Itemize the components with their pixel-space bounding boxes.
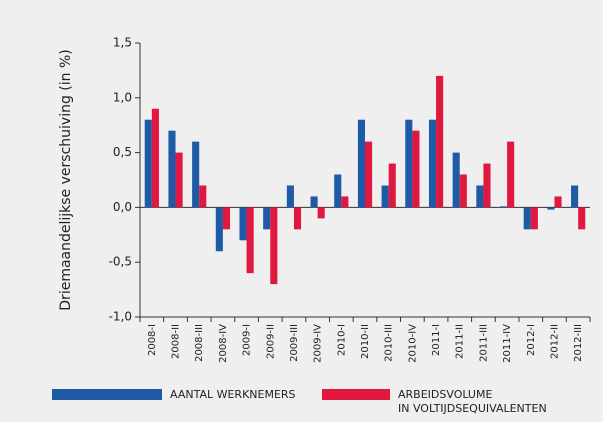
x-tick-label: 2009-III [289, 324, 300, 362]
bar [483, 163, 491, 208]
bar [507, 141, 515, 208]
bar [263, 207, 271, 230]
x-tick-label: 2011-IV [502, 324, 513, 363]
x-tick-label: 2009-I [242, 324, 253, 356]
x-tick-label: 2010-I [336, 324, 347, 356]
x-tick-label: 2010-III [384, 324, 395, 362]
x-tick-label: 2009-IV [313, 324, 324, 363]
y-axis-label: Driemaandelijkse verschuiving (in %) [58, 49, 74, 310]
bar [334, 174, 342, 208]
bar [428, 119, 437, 208]
legend-label: ARBEIDSVOLUME IN VOLTIJDSEQUIVALENTEN [398, 388, 547, 415]
x-tick-label: 2010-II [360, 324, 371, 359]
bar [222, 207, 230, 230]
x-tick-label: 2010-IV [407, 324, 418, 363]
bar [270, 207, 278, 285]
bar [452, 152, 460, 208]
x-tick-label: 2008-III [194, 324, 205, 362]
x-tick-label: 2008-IV [218, 324, 229, 363]
bar [459, 174, 467, 208]
x-tick-label: 2008-II [171, 324, 182, 359]
bar [246, 207, 254, 274]
y-tick-label: -1,0 [109, 310, 132, 324]
x-tick-label: 2012-II [549, 324, 560, 359]
bar [151, 108, 159, 208]
bar [175, 152, 183, 208]
bar [405, 119, 413, 208]
x-tick-label: 2011-III [478, 324, 489, 362]
x-tick-label: 2008-I [147, 324, 158, 356]
y-tick-label: 0,5 [113, 145, 132, 159]
bar [199, 185, 207, 208]
bar [554, 196, 562, 208]
bar [436, 75, 444, 208]
bar [239, 207, 247, 241]
bar [286, 185, 294, 208]
bar [365, 141, 373, 208]
bar [500, 206, 508, 208]
bar [293, 207, 302, 230]
bar [357, 119, 365, 208]
x-tick-label: 2012-I [526, 324, 537, 356]
x-tick-label: 2009-II [265, 324, 276, 359]
bar [341, 196, 349, 208]
bar [578, 207, 586, 230]
bar [192, 141, 200, 208]
legend-swatch [52, 389, 162, 400]
bar [215, 207, 223, 252]
bar [381, 185, 389, 208]
bar [144, 119, 152, 208]
bar [530, 207, 538, 230]
bar [168, 130, 176, 208]
bar [523, 207, 531, 230]
bar [310, 196, 318, 208]
y-tick-label: 1,5 [113, 36, 132, 50]
bar [476, 185, 484, 208]
legend-label: AANTAL WERKNEMERS [170, 388, 296, 401]
y-tick-label: 1,0 [113, 90, 132, 104]
bar [317, 207, 325, 219]
legend-swatch [322, 389, 390, 400]
y-tick-label: -0,5 [109, 255, 132, 269]
bar [388, 163, 396, 208]
y-tick-label: 0,0 [113, 200, 132, 214]
x-tick-label: 2012-III [573, 324, 584, 362]
bar [412, 130, 420, 208]
bar [571, 185, 579, 208]
x-tick-label: 2011-II [455, 324, 466, 359]
bar [547, 207, 555, 210]
x-tick-label: 2011-I [431, 324, 442, 356]
